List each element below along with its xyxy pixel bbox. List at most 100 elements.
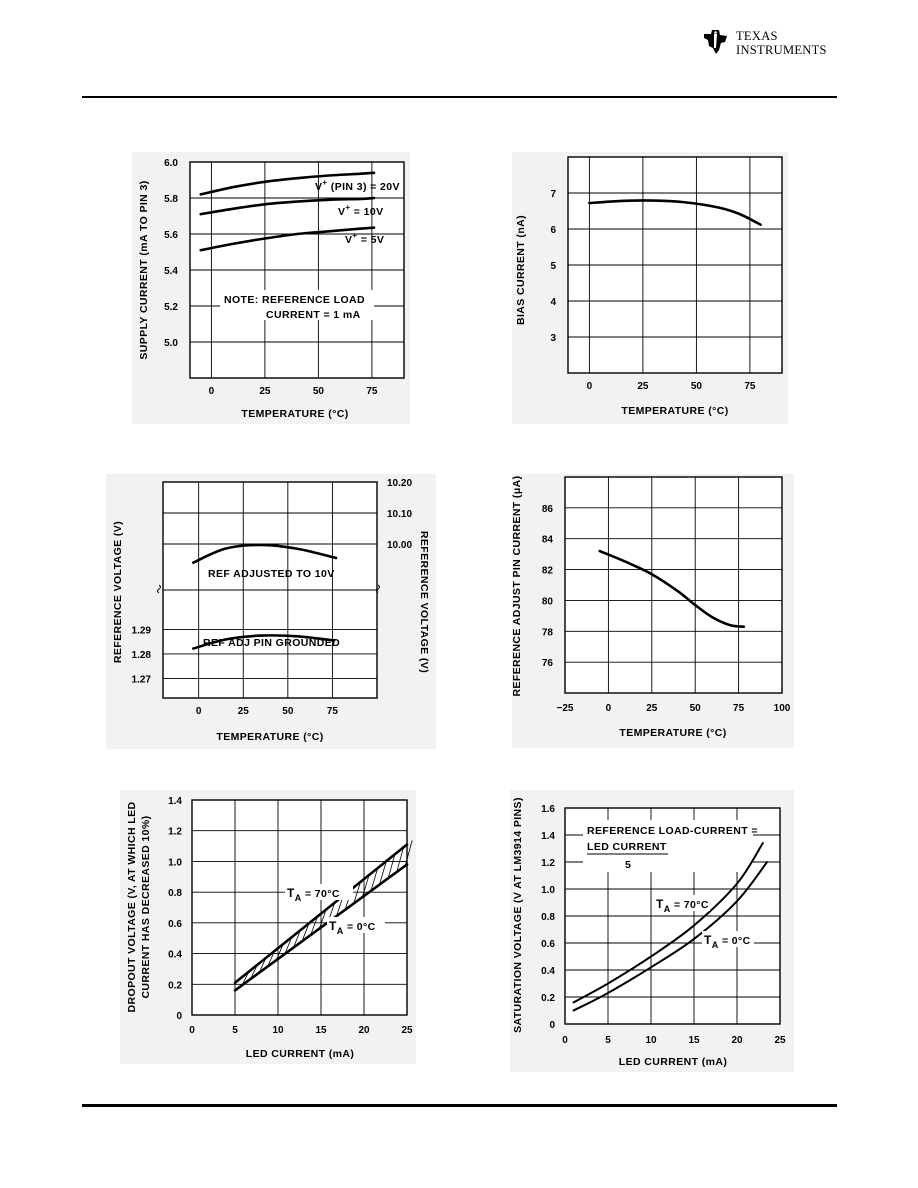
y-tick-label: 5.4 (164, 266, 178, 277)
series-line (199, 171, 376, 196)
y-tick-label: 5.8 (164, 194, 178, 205)
chart-ref-adjust-current: −25 0 25 50 75 100 76 78 80 82 84 86 TEMPERATURE (°C… (511, 474, 794, 748)
y-tick-label: 86 (542, 504, 554, 515)
y-tick-label: 1.0 (541, 885, 555, 896)
y-tick-label: 0.8 (168, 888, 182, 899)
x-tick-label: 25 (259, 386, 271, 397)
y-tick-label: 1.6 (541, 804, 555, 815)
hatch-line (275, 943, 284, 961)
series-line (572, 842, 764, 1004)
right-tick-label: 10.10 (387, 509, 412, 520)
right-tick-label: 10.20 (387, 478, 412, 489)
ti-logo-text-line2: Instruments (736, 43, 827, 57)
left-tick-label: 1.28 (132, 650, 152, 661)
plot-area (564, 476, 783, 694)
x-tick-label: 50 (282, 706, 294, 717)
x-tick-label: 0 (562, 1035, 568, 1046)
y-tick-label: 5.6 (164, 230, 178, 241)
y-tick-label: 78 (542, 627, 554, 638)
y-tick-label: 3 (550, 333, 556, 344)
y-tick-label: 76 (542, 658, 554, 669)
ti-logo-text-line1: Texas (736, 29, 778, 43)
y-tick-label: 0.8 (541, 912, 555, 923)
note-background (583, 820, 753, 872)
y-tick-label: 0 (176, 1011, 182, 1022)
hatch-line (379, 861, 387, 885)
chart-supply-current: 0 25 50 75 5.0 5.2 5.4 5.6 5.8 6.0 V+ (PIN 3) = 20… (132, 152, 410, 424)
series-line (598, 549, 746, 628)
y-axis-label: SUPPLY CURRENT (mA TO PIN 3) (138, 180, 150, 359)
y-tick-label: 1.2 (168, 827, 182, 838)
x-tick-label: 0 (209, 386, 215, 397)
x-tick-label: 100 (774, 703, 791, 714)
y-axis-label-line1: DROPOUT VOLTAGE (V, AT WHICH LED (126, 802, 138, 1013)
x-tick-label: 75 (733, 703, 745, 714)
x-tick-label: 10 (645, 1035, 657, 1046)
chart-bias-current: 0 25 50 75 3 4 5 6 7 TEMPERATURE (°C) BIAS CURRENT… (512, 152, 788, 424)
x-tick-label: 15 (315, 1025, 327, 1036)
left-tick-label: 1.27 (132, 674, 152, 685)
x-tick-label: −25 (557, 703, 574, 714)
x-axis-label: TEMPERATURE (°C) (619, 727, 726, 739)
ti-logo-icon (704, 30, 727, 54)
series-label-20v: V+ (PIN 3) = 20V (315, 178, 400, 193)
x-tick-label: 25 (774, 1035, 786, 1046)
series-label-70c: TA = 70°C (287, 886, 340, 903)
hatch-line (301, 923, 310, 942)
y-tick-label: 0.2 (541, 993, 555, 1004)
y-tick-label: 5 (550, 261, 556, 272)
note-line-1: REFERENCE LOAD-CURRENT = (587, 825, 758, 837)
series-line (588, 199, 762, 226)
x-tick-label: 50 (690, 703, 702, 714)
x-tick-label: 25 (646, 703, 658, 714)
left-tick-label: 1.29 (132, 625, 152, 636)
x-tick-label: 5 (232, 1025, 238, 1036)
y-axis-label: REFERENCE VOLTAGE (V) (112, 521, 124, 663)
y-tick-label: 1.4 (168, 796, 182, 807)
x-tick-label: 25 (401, 1025, 413, 1036)
y-tick-label: 1.4 (541, 831, 555, 842)
right-tick-label: 10.00 (387, 540, 412, 551)
note-line-2: CURRENT = 1 mA (266, 309, 361, 321)
hatch-line (387, 854, 396, 879)
x-tick-label: 75 (366, 386, 378, 397)
series-label-0c: TA = 0°C (329, 919, 376, 936)
label-bg (285, 884, 353, 900)
x-tick-label: 75 (744, 381, 756, 392)
hatch-line (318, 909, 327, 929)
hatch-line (361, 874, 370, 898)
y-tick-label: 0.2 (168, 980, 182, 991)
hatch-line (396, 847, 404, 873)
label-bg (702, 931, 754, 947)
y-tick-label: 0.4 (541, 966, 555, 977)
x-tick-label: 0 (606, 703, 612, 714)
series-line (199, 196, 376, 216)
plot-area (191, 799, 408, 1016)
hatch-line (404, 840, 413, 866)
y-tick-label: 7 (550, 189, 556, 200)
y-tick-label: 1.0 (168, 857, 182, 868)
hatch-line (267, 950, 275, 967)
y-tick-label: 82 (542, 566, 554, 577)
y-axis-label: BIAS CURRENT (nA) (515, 215, 527, 325)
series-label-10v: V+ = 10V (338, 203, 384, 218)
x-tick-label: 25 (637, 381, 649, 392)
x-tick-label: 0 (587, 381, 593, 392)
hatch-line (370, 867, 379, 892)
y-tick-label: 6.0 (164, 158, 178, 169)
series-label-5v: V+ = 5V (345, 231, 384, 246)
x-tick-label: 20 (358, 1025, 370, 1036)
series-line (199, 226, 376, 252)
chart-reference-voltage: 0 25 50 75 10.00 10.10 10.20 1.27 1.28 1.29 REF AD… (106, 474, 436, 749)
y-tick-label: 5.0 (164, 338, 178, 349)
y-axis-label: REFERENCE ADJUST PIN CURRENT (μA) (511, 475, 523, 696)
y-axis-label-line2: CURRENT HAS DECREASED 10%) (140, 815, 152, 998)
series-line (233, 863, 409, 992)
chart-saturation-voltage: 0 5 10 15 20 25 0 0.2 0.4 0.6 0.8 1.0 1.2 1.4 1.6 REFER… (510, 790, 794, 1072)
y-tick-label: 0.4 (168, 950, 182, 961)
note-background (220, 290, 374, 320)
series-line (192, 634, 336, 650)
series-line (572, 861, 769, 1012)
hatch-line (293, 930, 301, 948)
